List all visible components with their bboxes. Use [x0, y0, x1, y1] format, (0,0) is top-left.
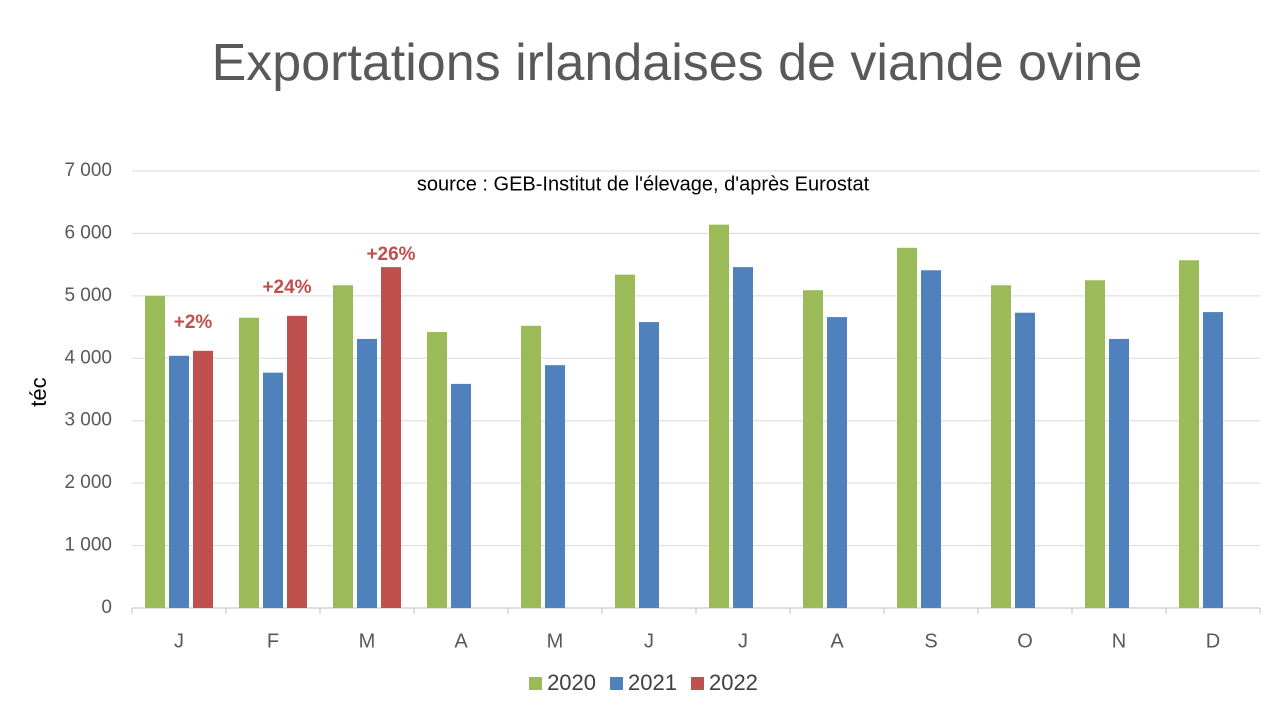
bar	[709, 224, 729, 608]
x-tick-label: J	[174, 630, 184, 652]
y-tick-label: 0	[101, 597, 112, 618]
bar	[145, 295, 165, 608]
bar	[1203, 312, 1223, 608]
y-tick-label: 7 000	[64, 160, 112, 181]
bar	[1179, 260, 1199, 608]
legend-swatch	[690, 676, 704, 690]
bar	[381, 267, 401, 608]
bar	[451, 383, 471, 608]
bar	[357, 338, 377, 608]
x-tick-label: O	[1017, 630, 1033, 652]
bar	[169, 355, 189, 608]
y-tick-label: 5 000	[64, 285, 112, 306]
bar	[1015, 312, 1035, 608]
x-tick-label: N	[1112, 630, 1126, 652]
legend-label: 2022	[708, 670, 758, 695]
x-tick-label: D	[1206, 630, 1220, 652]
legend-item: 2021	[610, 670, 677, 696]
x-tick-label: J	[644, 630, 654, 652]
bar	[733, 267, 753, 608]
annotation: +24%	[262, 277, 311, 298]
x-tick-label: M	[547, 630, 564, 652]
legend-label: 2020	[547, 670, 597, 695]
bar	[1109, 338, 1129, 608]
bar	[545, 365, 565, 608]
legend-item: 2020	[529, 670, 596, 696]
x-tick-label: M	[359, 630, 376, 652]
bar	[521, 325, 541, 608]
annotation: +2%	[174, 312, 213, 333]
chart-title: Exportations irlandaises de viande ovine	[211, 34, 1143, 92]
y-tick-label: 3 000	[64, 410, 112, 431]
bar	[427, 332, 447, 608]
bar	[827, 317, 847, 608]
legend-swatch	[610, 676, 624, 690]
bar	[333, 285, 353, 608]
legend-label: 2021	[628, 670, 677, 695]
y-tick-label: 1 000	[64, 535, 112, 556]
y-axis-label: téc	[26, 377, 51, 406]
bar	[803, 290, 823, 608]
legend-swatch	[529, 676, 543, 690]
y-tick-label: 2 000	[64, 472, 112, 493]
x-tick-label: A	[830, 630, 844, 652]
bar	[1085, 280, 1105, 608]
bar	[991, 285, 1011, 608]
y-tick-label: 4 000	[64, 347, 112, 368]
x-tick-label: A	[454, 630, 468, 652]
chart-subtitle: source : GEB-Institut de l'élevage, d'ap…	[417, 173, 870, 195]
bar	[639, 322, 659, 608]
x-tick-label: J	[738, 630, 748, 652]
x-tick-label: F	[267, 630, 279, 652]
bar	[263, 372, 283, 608]
bar	[193, 350, 213, 608]
legend-item: 2022	[690, 670, 758, 696]
y-tick-label: 6 000	[64, 222, 112, 243]
bar	[287, 315, 307, 608]
bar	[239, 317, 259, 608]
x-tick-label: S	[924, 630, 937, 652]
bar	[615, 274, 635, 608]
legend: 2020 2021 2022	[0, 670, 1287, 696]
bar	[897, 247, 917, 608]
bar	[921, 270, 941, 608]
annotation: +26%	[366, 244, 415, 265]
